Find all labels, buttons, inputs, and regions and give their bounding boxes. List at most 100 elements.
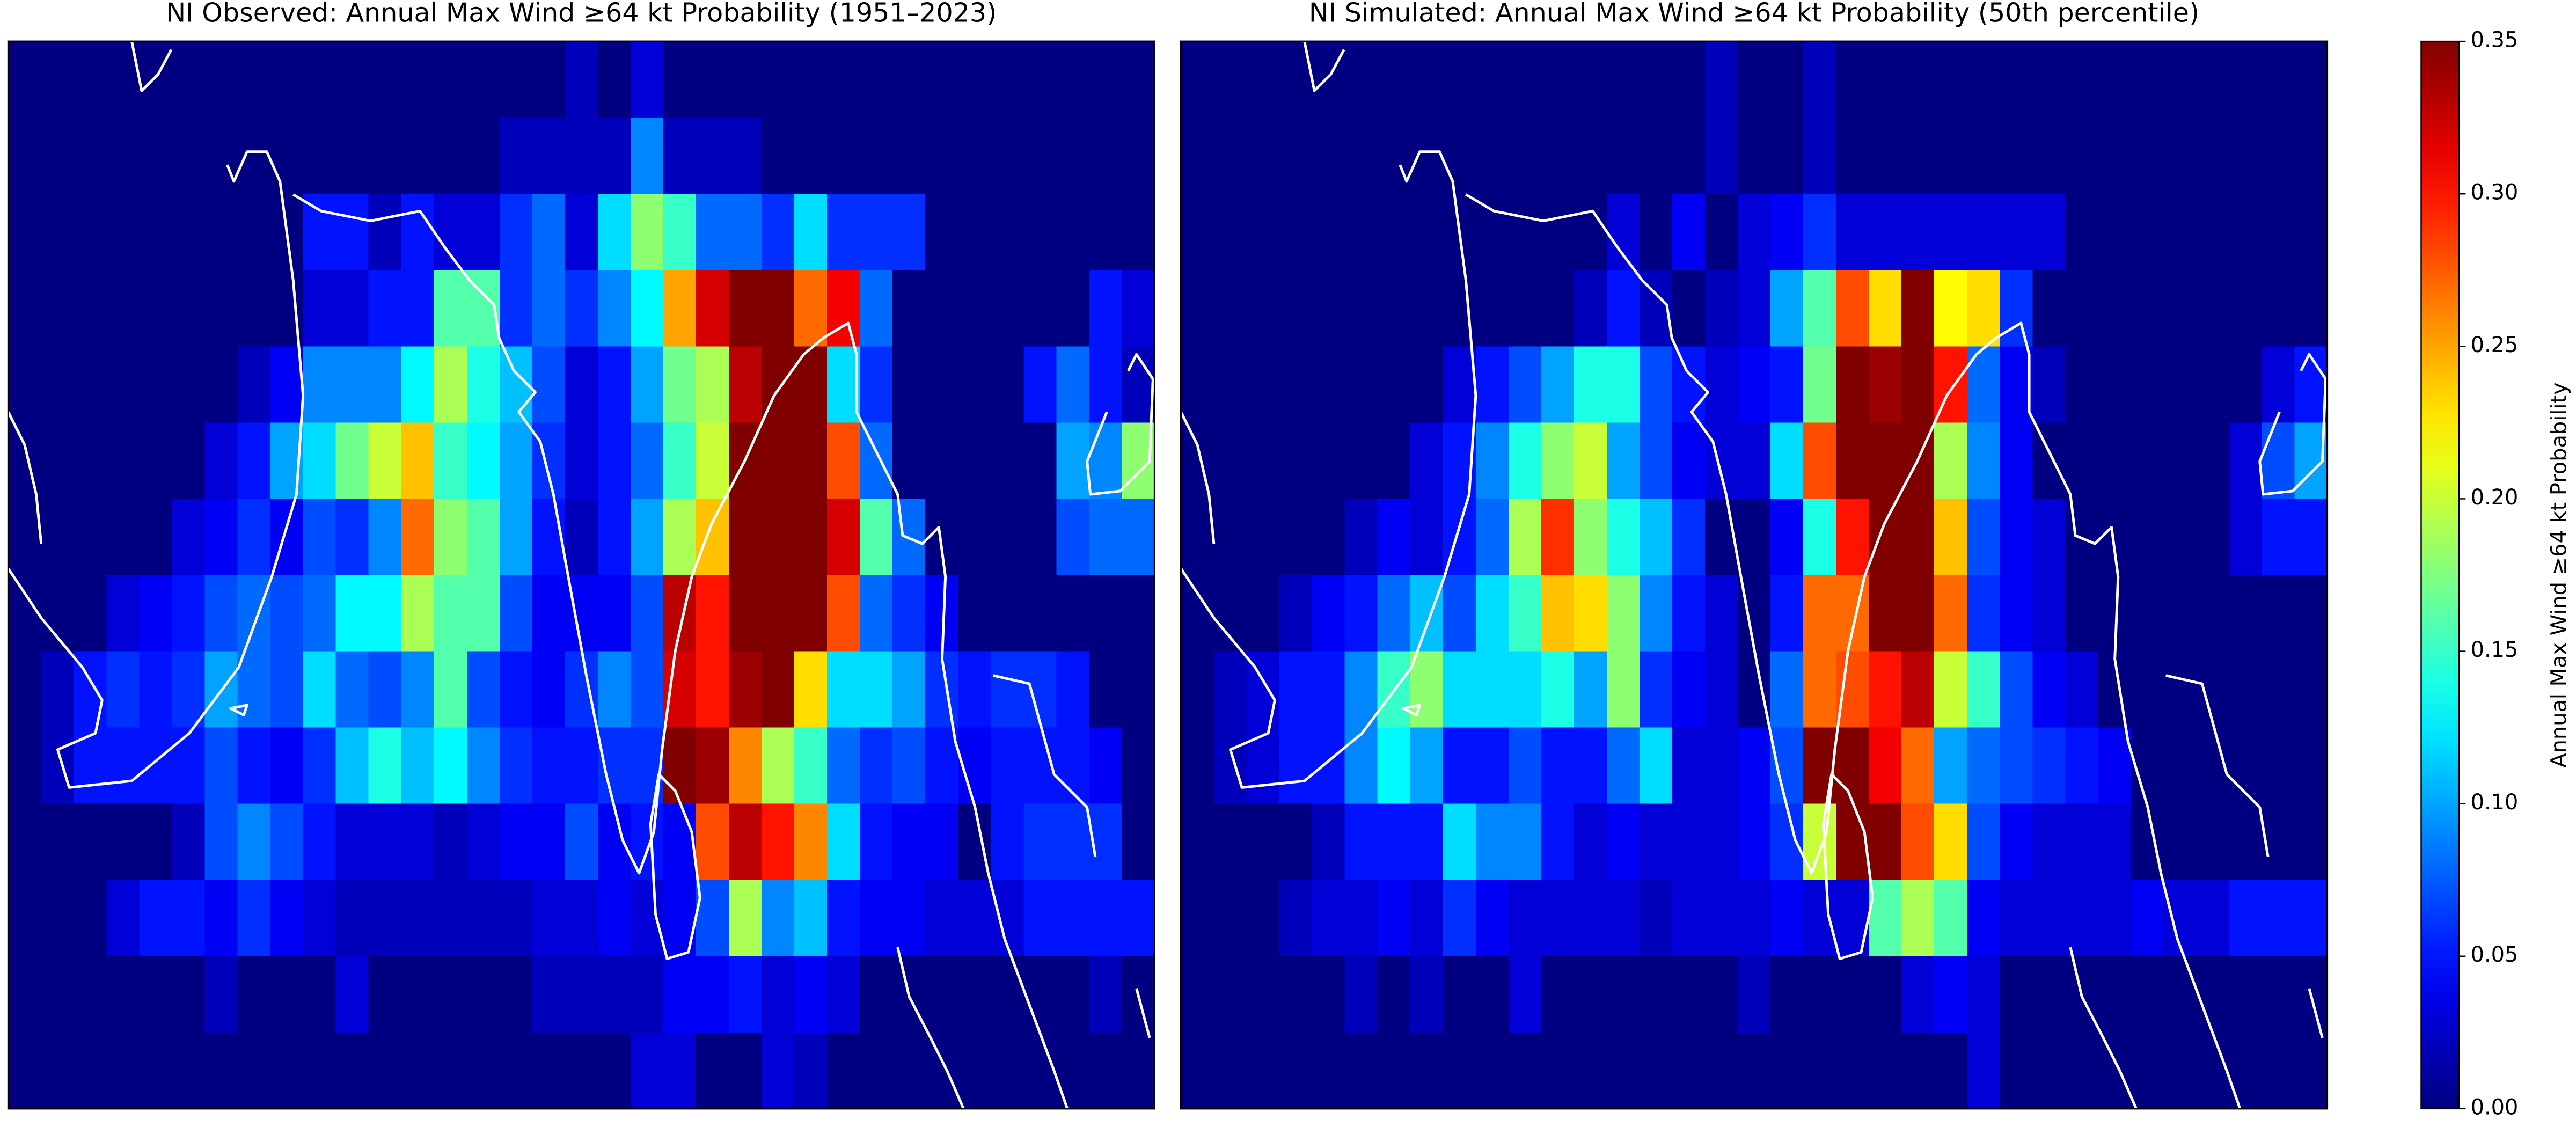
heatmap-cell xyxy=(1279,118,1313,195)
heatmap-cell xyxy=(139,41,173,119)
heatmap-cell xyxy=(1089,727,1123,805)
colorbar-tick-label: 0.15 xyxy=(2471,638,2519,662)
heatmap-cell xyxy=(1475,956,1510,1034)
heatmap-cell xyxy=(827,651,861,729)
heatmap-cell xyxy=(401,270,435,348)
heatmap-cell xyxy=(1056,956,1091,1034)
heatmap-cell xyxy=(401,1032,435,1109)
heatmap-cell xyxy=(106,575,141,653)
heatmap-cell xyxy=(1967,880,2001,957)
heatmap-cell xyxy=(1901,651,1936,729)
heatmap-cell xyxy=(1901,1032,1936,1109)
heatmap-cell xyxy=(434,803,468,881)
heatmap-cell xyxy=(466,956,501,1034)
heatmap-cell xyxy=(1279,803,1313,881)
heatmap-cell xyxy=(1410,270,1444,348)
heatmap-cell xyxy=(1213,41,1248,119)
heatmap-cell xyxy=(1672,118,1706,195)
heatmap-cell xyxy=(958,956,992,1034)
heatmap-cell xyxy=(1443,1032,1477,1109)
heatmap-cell xyxy=(204,41,239,119)
heatmap-cell xyxy=(2163,651,2198,729)
heatmap-cell xyxy=(2131,194,2165,272)
heatmap-cell xyxy=(597,727,632,805)
heatmap-cell xyxy=(2163,803,2198,881)
heatmap-cell xyxy=(696,880,730,957)
heatmap-cell xyxy=(532,194,566,272)
heatmap-cell xyxy=(663,118,697,195)
heatmap-cell xyxy=(2163,1032,2198,1109)
heatmap-cell xyxy=(1803,41,1837,119)
heatmap-cell xyxy=(1836,956,1870,1034)
heatmap-cell xyxy=(1410,1032,1444,1109)
heatmap-cell xyxy=(434,41,468,119)
heatmap-cell xyxy=(1836,118,1870,195)
heatmap-cell xyxy=(2163,346,2198,424)
heatmap-cell xyxy=(499,118,533,195)
heatmap-cell xyxy=(466,651,501,729)
heatmap-cell xyxy=(696,803,730,881)
heatmap-cell xyxy=(663,727,697,805)
heatmap-cell xyxy=(696,575,730,653)
heatmap-cell xyxy=(172,956,206,1034)
heatmap-cell xyxy=(892,118,927,195)
heatmap-cell xyxy=(2196,41,2230,119)
heatmap-cell xyxy=(1246,803,1280,881)
heatmap-cell xyxy=(597,422,632,500)
heatmap-cell xyxy=(1869,41,1903,119)
heatmap-cell xyxy=(434,270,468,348)
colorbar-tick-label: 0.05 xyxy=(2471,942,2519,967)
heatmap-cell xyxy=(2065,575,2099,653)
heatmap-cell xyxy=(139,118,173,195)
heatmap-cell xyxy=(2032,270,2067,348)
heatmap-cell xyxy=(466,194,501,272)
heatmap-cell xyxy=(1023,880,1058,957)
heatmap-cell xyxy=(794,956,828,1034)
heatmap-cell xyxy=(860,41,894,119)
heatmap-cell xyxy=(2032,880,2067,957)
heatmap-cell xyxy=(2131,575,2165,653)
heatmap-cell xyxy=(2229,422,2263,500)
heatmap-cell xyxy=(794,575,828,653)
heatmap-cell xyxy=(1672,1032,1706,1109)
heatmap-cell xyxy=(597,270,632,348)
heatmap-cell xyxy=(1443,118,1477,195)
heatmap-cell xyxy=(1344,118,1379,195)
heatmap-cell xyxy=(1869,422,1903,500)
heatmap-cell xyxy=(237,41,272,119)
heatmap-cell xyxy=(335,651,370,729)
heatmap-cell xyxy=(1704,803,1739,881)
heatmap-cell xyxy=(827,880,861,957)
heatmap-cell xyxy=(1410,346,1444,424)
heatmap-cell xyxy=(860,194,894,272)
heatmap-cell xyxy=(1541,194,1575,272)
heatmap-cell xyxy=(270,575,304,653)
heatmap-cell xyxy=(1803,880,1837,957)
heatmap-cell xyxy=(204,422,239,500)
heatmap-cell xyxy=(2262,194,2296,272)
heatmap-cell xyxy=(1181,422,1215,500)
heatmap-cell xyxy=(2000,727,2034,805)
heatmap-cell xyxy=(434,346,468,424)
heatmap-cell xyxy=(2262,270,2296,348)
heatmap-cell xyxy=(1443,346,1477,424)
heatmap-cell xyxy=(2131,118,2165,195)
heatmap-cell xyxy=(1738,422,1772,500)
heatmap-cell xyxy=(41,575,75,653)
heatmap-cell xyxy=(1122,41,1155,119)
heatmap-cell xyxy=(2262,880,2296,957)
heatmap-cell xyxy=(1312,499,1346,576)
heatmap-cell xyxy=(434,880,468,957)
heatmap-cell xyxy=(1738,803,1772,881)
heatmap-cell xyxy=(335,880,370,957)
heatmap-cell xyxy=(1803,575,1837,653)
heatmap-cell xyxy=(1606,727,1641,805)
heatmap-cell xyxy=(827,727,861,805)
heatmap-cell xyxy=(172,1032,206,1109)
heatmap-cell xyxy=(499,575,533,653)
heatmap-cell xyxy=(1475,880,1510,957)
heatmap-cell xyxy=(991,118,1025,195)
heatmap-cell xyxy=(2196,499,2230,576)
heatmap-cell xyxy=(1934,575,1968,653)
heatmap-cell xyxy=(270,118,304,195)
